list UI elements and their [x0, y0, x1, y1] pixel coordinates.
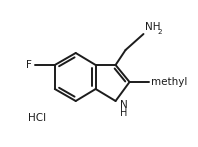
Text: NH: NH [146, 22, 161, 32]
Text: N: N [120, 100, 127, 110]
Text: 2: 2 [158, 29, 163, 35]
Text: F: F [26, 60, 32, 70]
Text: H: H [120, 108, 127, 118]
Text: HCl: HCl [28, 113, 46, 123]
Text: methyl: methyl [151, 77, 188, 87]
